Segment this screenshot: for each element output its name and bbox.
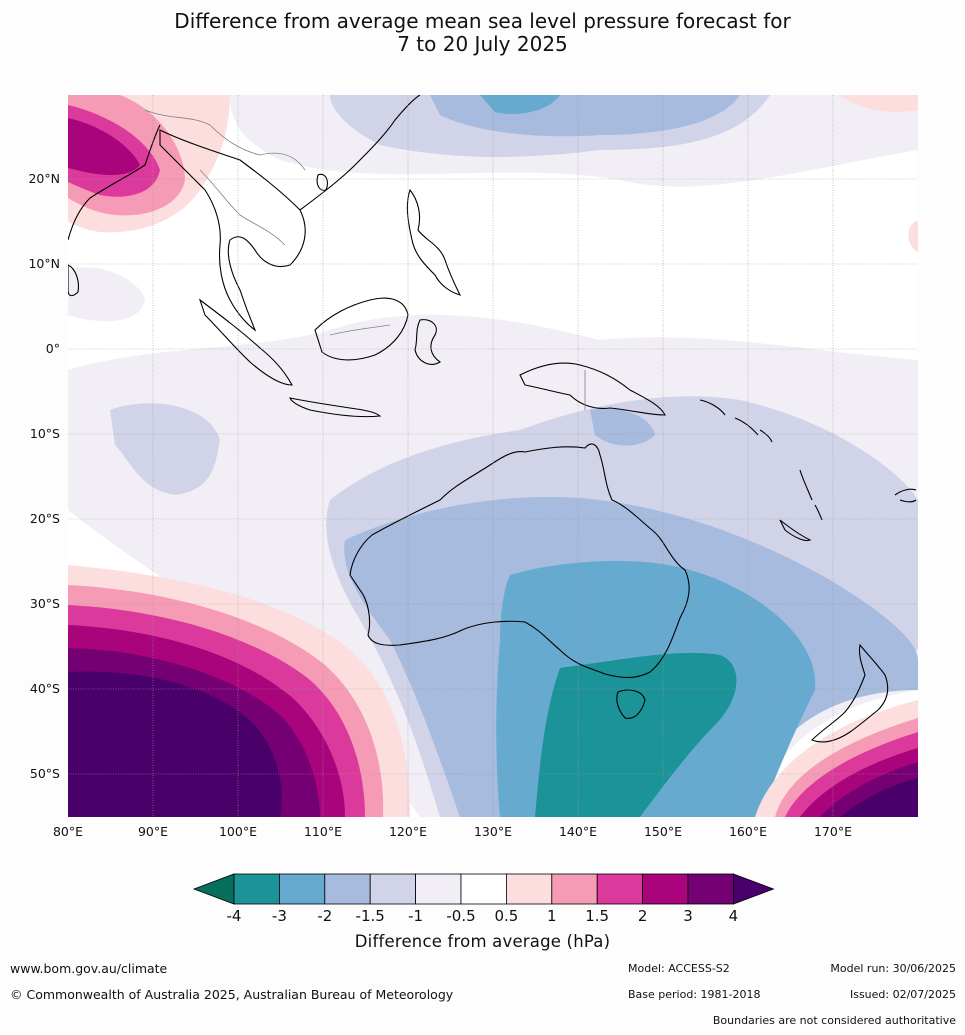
chart-title: Difference from average mean sea level p…	[0, 10, 965, 56]
anomaly-region-pink-east	[908, 220, 918, 252]
colorbar-cell	[505, 873, 553, 905]
colorbar-cell	[369, 873, 417, 905]
lon-label-140e: 140°E	[558, 824, 597, 839]
lat-label-50s: 50°S	[29, 766, 60, 781]
footer-disclaimer: Boundaries are not considered authoritat…	[712, 1014, 956, 1027]
lon-label-80e: 80°E	[52, 824, 84, 839]
country-borders	[144, 109, 586, 410]
footer-base-period: Base period: 1981-2018	[628, 988, 761, 1001]
footer-issued: Issued: 02/07/2025	[849, 988, 956, 1001]
colorbar-tick-label: 2	[637, 907, 648, 925]
lon-label-150e: 150°E	[643, 824, 682, 839]
colorbar-tick-label: -1	[408, 907, 424, 925]
lat-label-10s: 10°S	[29, 426, 60, 441]
colorbar-tick-label: 1.5	[585, 907, 610, 925]
lat-label-40s: 40°S	[29, 681, 60, 696]
colorbar-cell	[687, 873, 734, 905]
bay-of-bengal-coastline	[68, 124, 161, 241]
colorbar-tick-label: -2	[317, 907, 333, 925]
fiji-coastline	[894, 488, 917, 503]
lon-label-100e: 100°E	[218, 824, 257, 839]
lon-label-120e: 120°E	[388, 824, 427, 839]
tasmania-coastline	[616, 689, 646, 719]
colorbar-cell	[415, 873, 462, 905]
border-line-1	[144, 109, 306, 171]
colorbar-title: Difference from average (hPa)	[354, 932, 611, 951]
gridlines	[68, 95, 918, 817]
coastlines	[68, 95, 917, 743]
colorbar-cell	[233, 873, 280, 905]
colorbar-cell	[278, 873, 326, 905]
anomaly-region-magenta-nw-4	[68, 118, 140, 176]
new-guinea-coastline	[519, 362, 666, 416]
lon-label-110e: 110°E	[303, 824, 342, 839]
colorbar-tick-label: -3	[271, 907, 287, 925]
anomaly-region-dark-purple-se-6	[840, 778, 918, 817]
lat-label-20n: 20°N	[28, 171, 60, 186]
border-line-2	[199, 169, 286, 246]
colorbar-tick-label: 3	[683, 907, 693, 925]
lon-label-160e: 160°E	[728, 824, 767, 839]
lon-label-90e: 90°E	[137, 824, 169, 839]
china-coastline	[299, 95, 421, 211]
anomaly-region-dark-purple-sw-6	[68, 671, 282, 817]
lon-label-130e: 130°E	[473, 824, 512, 839]
lat-label-0: 0°	[45, 341, 60, 356]
footer-url[interactable]: www.bom.gov.au/climate	[10, 961, 168, 976]
colorbar-cells	[192, 873, 775, 905]
java-coastline	[289, 397, 382, 418]
new-caledonia-coastline	[779, 519, 812, 542]
anomaly-region-west-lavender	[68, 267, 145, 322]
colorbar-tick-label: -1.5	[355, 907, 385, 925]
colorbar-tick-label: -0.5	[446, 907, 476, 925]
colorbar-tick-label: 0.5	[494, 907, 519, 925]
title-line-2: 7 to 20 July 2025	[397, 32, 568, 56]
anomaly-region-lavender-nw	[110, 403, 220, 495]
lon-label-170e: 170°E	[813, 824, 852, 839]
sulawesi-coastline	[414, 319, 442, 365]
new-zealand-coastline	[811, 643, 889, 743]
colorbar-cell	[596, 873, 644, 905]
colorbar-cell	[324, 873, 371, 905]
footer-model: Model: ACCESS-S2	[628, 962, 730, 975]
border-line-3	[329, 324, 391, 336]
anomaly-region-light-blue-png	[590, 408, 655, 446]
anomaly-region-blue-top	[480, 95, 560, 115]
colorbar-cell	[642, 873, 689, 905]
footer-copyright: © Commonwealth of Australia 2025, Austra…	[10, 987, 454, 1002]
indochina-coastline	[159, 129, 306, 332]
philippines-coastline	[406, 188, 462, 296]
footer-model-run: Model run: 30/06/2025	[830, 962, 956, 975]
taiwan-coastline	[316, 173, 328, 191]
contour-fields	[68, 95, 918, 817]
colorbar-extend-high	[733, 873, 775, 905]
anomaly-region-teal	[535, 652, 737, 817]
lat-label-10n: 10°N	[28, 256, 60, 271]
anomaly-region-pink-ne	[838, 95, 918, 112]
lat-label-30s: 30°S	[29, 596, 60, 611]
sri-lanka-coastline	[68, 264, 79, 297]
title-line-1: Difference from average mean sea level p…	[174, 9, 791, 33]
australia-coastline	[349, 443, 690, 679]
colorbar-cell	[551, 873, 598, 905]
colorbar-cell	[460, 873, 507, 905]
lat-label-20s: 20°S	[29, 511, 60, 526]
sumatra-coastline	[198, 298, 293, 386]
colorbar-tick-label: 1	[547, 907, 557, 925]
colorbar-tick-label: 4	[728, 907, 739, 925]
colorbar-tick-label: -4	[226, 907, 242, 925]
colorbar-extend-low	[192, 873, 235, 905]
